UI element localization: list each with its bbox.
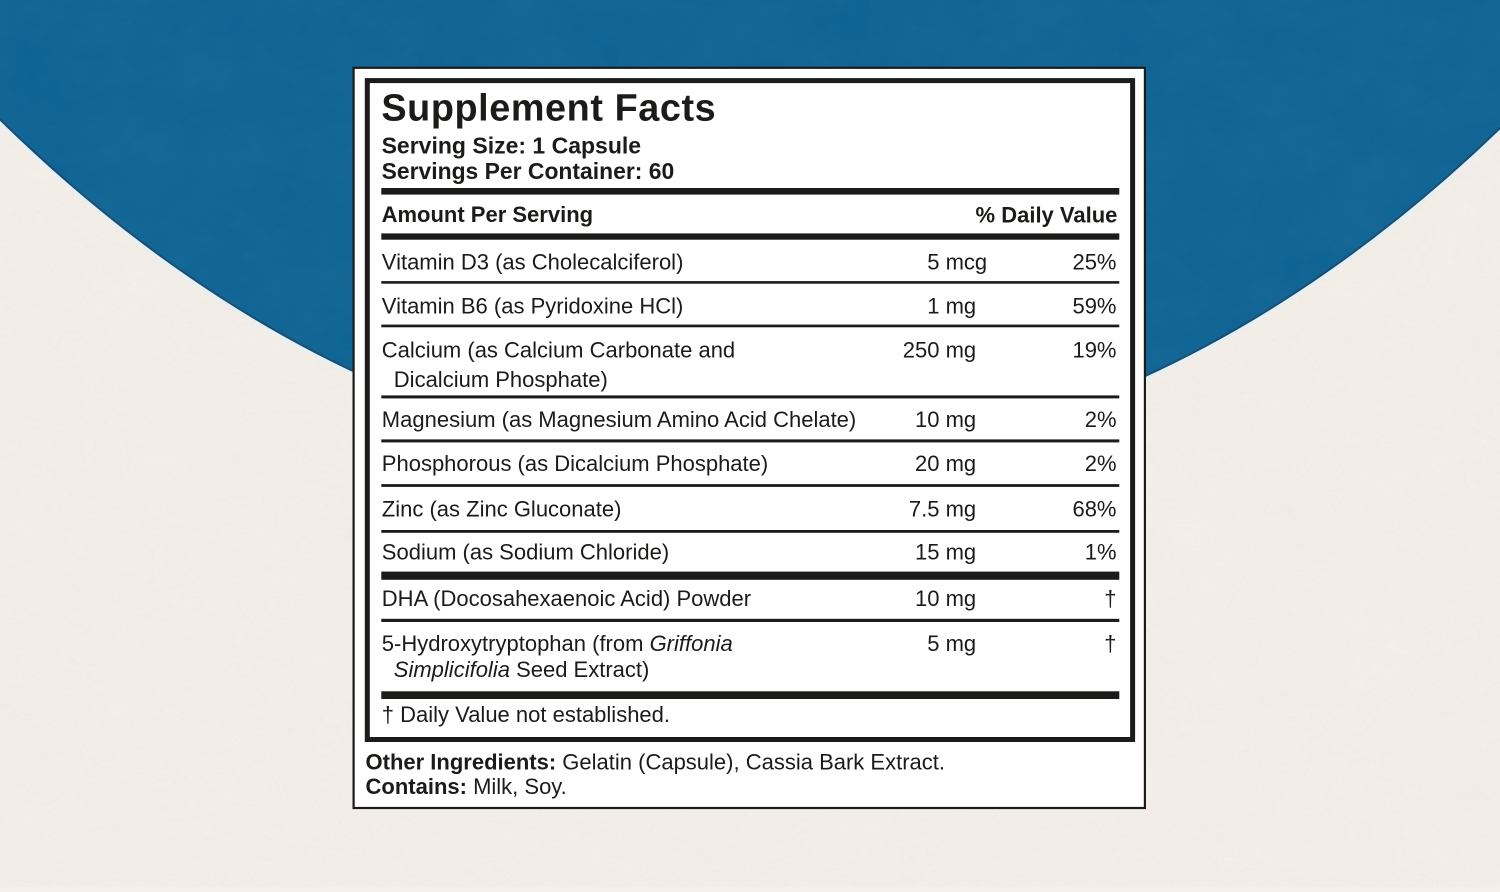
svg-text:DHA (Docosahexaenoic Acid) Pow: DHA (Docosahexaenoic Acid) Powder [382, 586, 751, 611]
svg-text:mg: mg [946, 294, 977, 319]
svg-text:† Daily Value not established.: † Daily Value not established. [382, 702, 670, 727]
svg-text:Zinc (as Zinc Gluconate): Zinc (as Zinc Gluconate) [382, 496, 622, 521]
svg-text:mg: mg [946, 631, 977, 656]
svg-text:7.5: 7.5 [909, 496, 940, 521]
svg-text:mg: mg [946, 407, 977, 432]
svg-text:Contains: Milk, Soy.: Contains: Milk, Soy. [366, 774, 567, 799]
svg-text:mg: mg [946, 451, 977, 476]
svg-text:25%: 25% [1072, 249, 1116, 274]
svg-text:†: † [1104, 631, 1116, 656]
svg-text:68%: 68% [1072, 496, 1116, 521]
svg-text:Vitamin D3 (as Cholecalciferol: Vitamin D3 (as Cholecalciferol) [382, 249, 684, 274]
svg-text:Supplement Facts: Supplement Facts [381, 88, 716, 130]
svg-text:Amount Per Serving: Amount Per Serving [382, 202, 593, 227]
svg-text:mg: mg [946, 586, 977, 611]
svg-text:19%: 19% [1072, 337, 1116, 362]
svg-text:5: 5 [927, 631, 939, 656]
svg-text:2%: 2% [1085, 407, 1117, 432]
svg-text:5: 5 [927, 249, 939, 274]
svg-text:†: † [1104, 586, 1116, 611]
svg-text:Sodium (as Sodium Chloride): Sodium (as Sodium Chloride) [382, 540, 669, 565]
svg-text:Vitamin B6 (as Pyridoxine HCl): Vitamin B6 (as Pyridoxine HCl) [382, 294, 684, 319]
svg-text:mg: mg [946, 540, 977, 565]
svg-text:15: 15 [915, 540, 939, 565]
svg-text:Calcium (as Calcium Carbonate: Calcium (as Calcium Carbonate and [382, 337, 735, 362]
svg-text:250: 250 [903, 337, 940, 362]
svg-text:Phosphorous (as Dicalcium Phos: Phosphorous (as Dicalcium Phosphate) [382, 451, 768, 476]
svg-text:% Daily Value: % Daily Value [976, 202, 1118, 227]
svg-text:Servings Per Container: 60: Servings Per Container: 60 [382, 158, 675, 184]
svg-text:10: 10 [915, 586, 939, 611]
svg-text:10: 10 [915, 407, 939, 432]
svg-text:1%: 1% [1085, 540, 1117, 565]
svg-text:59%: 59% [1072, 294, 1116, 319]
svg-text:1: 1 [927, 294, 939, 319]
svg-text:Serving Size: 1 Capsule: Serving Size: 1 Capsule [382, 133, 641, 159]
svg-text:mcg: mcg [946, 249, 988, 274]
svg-text:Other Ingredients: Gelatin (Ca: Other Ingredients: Gelatin (Capsule), Ca… [366, 750, 946, 775]
svg-text:5-Hydroxytryptophan (from Grif: 5-Hydroxytryptophan (from Griffonia [382, 631, 733, 656]
svg-text:mg: mg [946, 337, 977, 362]
svg-text:2%: 2% [1085, 451, 1117, 476]
svg-text:Dicalcium Phosphate): Dicalcium Phosphate) [394, 367, 608, 392]
svg-text:mg: mg [946, 496, 977, 521]
svg-text:Simplicifolia Seed Extract): Simplicifolia Seed Extract) [394, 657, 650, 682]
svg-text:20: 20 [915, 451, 939, 476]
svg-text:Magnesium (as Magnesium Amino: Magnesium (as Magnesium Amino Acid Chela… [382, 407, 856, 432]
